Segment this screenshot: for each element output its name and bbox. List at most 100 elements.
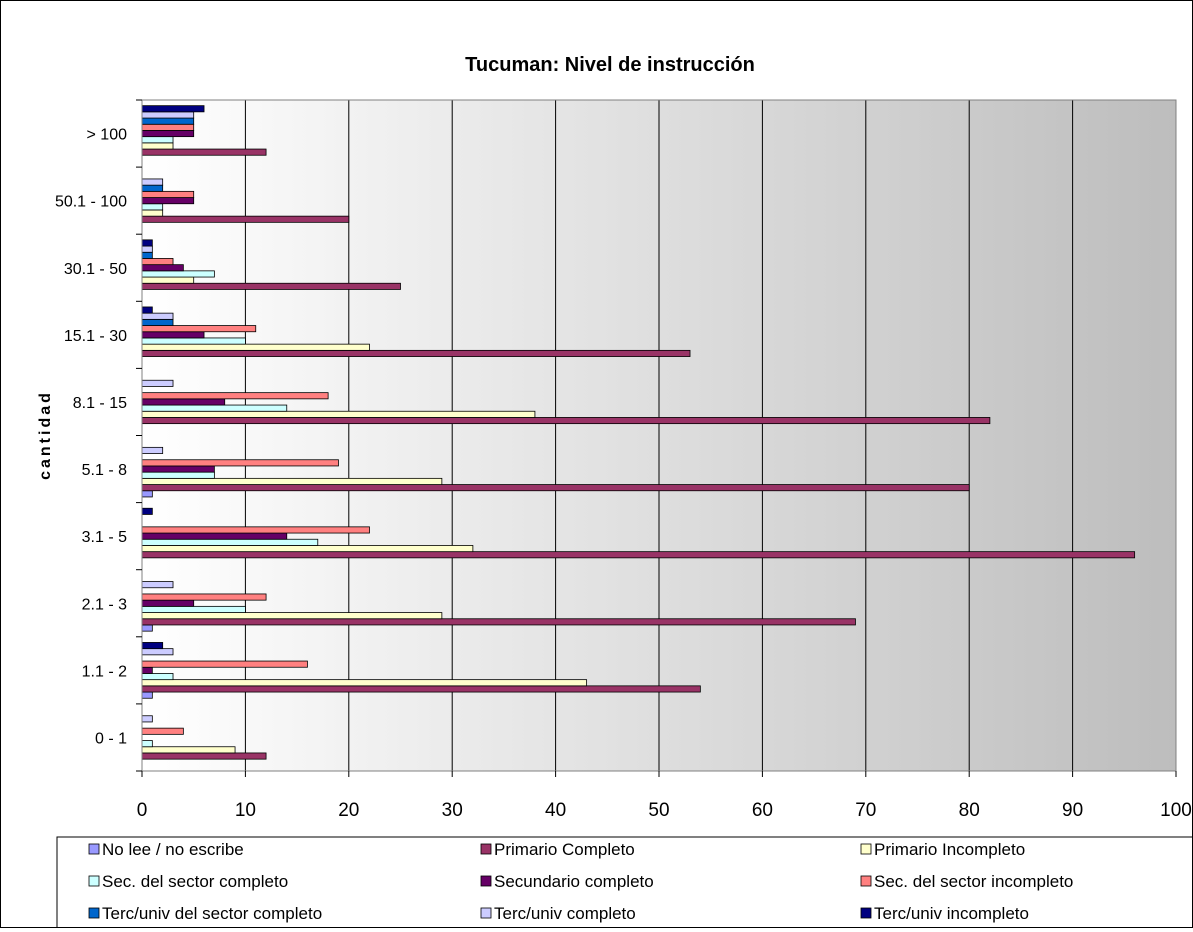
legend-label: Terc/univ incompleto [874, 904, 1029, 923]
bar [141, 599, 195, 607]
legend-label: Primario Incompleto [874, 840, 1025, 859]
bar [141, 446, 164, 454]
x-tick-label: 40 [545, 800, 566, 821]
bar [141, 551, 1136, 559]
x-tick-label: 80 [959, 800, 980, 821]
legend-swatch [88, 907, 100, 919]
x-tick-label: 10 [235, 800, 256, 821]
bar [141, 679, 588, 687]
bar [141, 471, 215, 479]
bar [141, 203, 164, 211]
x-tick-label: 60 [752, 800, 773, 821]
bar [141, 484, 970, 492]
bar [141, 312, 174, 320]
bar [141, 392, 329, 400]
y-axis-label: cantidad [37, 390, 54, 480]
bar [141, 685, 701, 693]
bar [141, 239, 153, 247]
bar [141, 258, 174, 266]
legend-label: Secundario completo [494, 872, 654, 891]
legend-label: Sec. del sector incompleto [874, 872, 1073, 891]
bar [141, 581, 174, 589]
chart-title: Tucuman: Nivel de instrucción [465, 54, 755, 76]
bar [141, 215, 350, 223]
bar [141, 624, 153, 632]
bar [141, 325, 257, 333]
legend-swatch [480, 843, 492, 855]
legend-swatch [860, 843, 872, 855]
y-tick-labels: 0 - 1 1.1 - 2 2.1 - 3 3.1 - 5 5.1 - 8 8.1 - 1… [55, 127, 127, 748]
bar [141, 343, 370, 351]
bar [141, 477, 443, 485]
bar [141, 306, 153, 314]
bar [141, 618, 856, 626]
legend-box [56, 836, 1193, 930]
bar [141, 404, 288, 412]
bar [141, 117, 195, 125]
legend-label: Sec. del sector completo [102, 872, 288, 891]
bar [141, 209, 164, 217]
bars-group [141, 105, 1136, 760]
x-tick-labels: 0 10 20 30 40 50 60 70 80 90 100 [137, 800, 1192, 821]
y-tick-label: 30.1 - 50 [64, 261, 127, 278]
legend-swatch [88, 875, 100, 887]
bar [141, 270, 215, 278]
bar [141, 264, 184, 272]
axes [136, 99, 1177, 777]
legend-label: No lee / no escribe [102, 840, 244, 859]
bar [141, 130, 195, 138]
bar [141, 459, 339, 467]
bar [141, 337, 246, 345]
bar [141, 673, 174, 681]
y-tick-label: 0 - 1 [95, 730, 127, 747]
bar [141, 111, 195, 119]
x-tick-label: 70 [855, 800, 876, 821]
y-tick-label: 8.1 - 15 [73, 395, 127, 412]
bar [141, 612, 443, 620]
legend-swatch [860, 875, 872, 887]
y-tick-label: 15.1 - 30 [64, 328, 127, 345]
x-tick-label: 100 [1160, 800, 1192, 821]
bar [141, 666, 153, 674]
bar [141, 727, 184, 735]
bar [141, 136, 174, 144]
y-tick-label: 3.1 - 5 [82, 529, 127, 546]
bar [141, 398, 226, 406]
bar [141, 660, 308, 668]
bar [141, 190, 195, 198]
y-tick-label: 1.1 - 2 [82, 663, 127, 680]
x-tick-label: 20 [338, 800, 359, 821]
x-tick-label: 50 [648, 800, 669, 821]
legend: No lee / no escribe Primario Completo Prim… [56, 836, 1193, 930]
legend-label: Primario Completo [494, 840, 635, 859]
bar [141, 605, 246, 613]
x-tick-label: 0 [137, 800, 148, 821]
bar [141, 331, 205, 339]
bar [141, 410, 536, 418]
bar [141, 752, 267, 760]
x-tick-label: 90 [1062, 800, 1083, 821]
bar [141, 538, 319, 546]
bar [141, 148, 267, 156]
y-tick-label: > 100 [87, 127, 128, 144]
bar [141, 318, 174, 326]
legend-swatch [860, 907, 872, 919]
bar [141, 490, 153, 498]
y-tick-label: 5.1 - 8 [82, 462, 127, 479]
bar [141, 507, 153, 515]
bar [141, 648, 174, 656]
bar [141, 245, 153, 253]
bar [141, 715, 153, 723]
legend-swatch [480, 875, 492, 887]
legend-swatch [480, 907, 492, 919]
bar [141, 532, 288, 540]
bar [141, 123, 195, 131]
bar [141, 105, 205, 113]
bar [141, 740, 153, 748]
x-tick-label: 30 [442, 800, 463, 821]
bar [141, 691, 153, 699]
legend-label: Terc/univ del sector completo [102, 904, 322, 923]
bar [141, 184, 164, 192]
bar [141, 746, 236, 754]
